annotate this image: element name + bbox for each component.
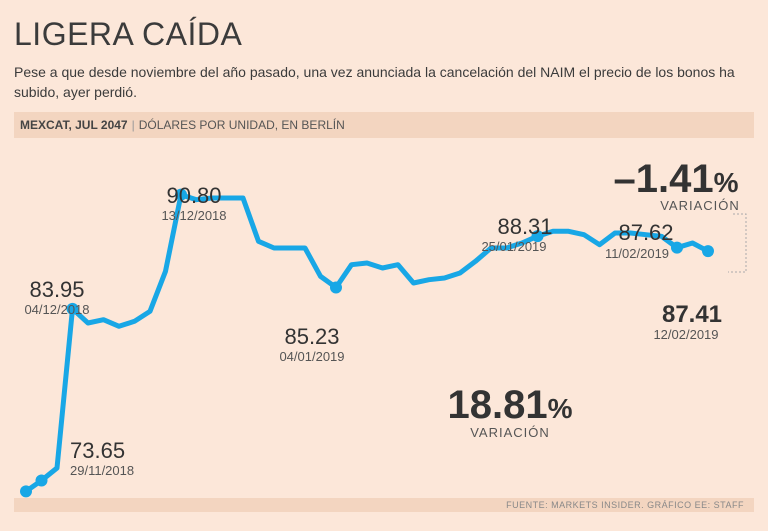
variation-stat-value: –1.41% (613, 157, 738, 201)
data-point-marker (330, 281, 342, 294)
data-label-value: 85.23 (284, 324, 339, 349)
variation-bracket (728, 213, 747, 273)
data-point-marker (702, 245, 714, 258)
start-point (20, 485, 32, 498)
separator: | (131, 118, 135, 132)
chart-title: LIGERA CAÍDA (14, 16, 243, 52)
data-label-date: 13/12/2018 (161, 208, 226, 223)
source-footer: FUENTE: MARKETS INSIDER. GRÁFICO EE: STA… (14, 498, 754, 512)
data-label-value: 73.65 (70, 438, 125, 463)
chart-subtitle: Pese a que desde noviembre del año pasad… (14, 64, 735, 100)
data-point-marker (531, 230, 544, 243)
variation-number: 18.81 (447, 383, 547, 427)
data-label-date: 25/01/2019 (481, 239, 546, 254)
data-label-value: 83.95 (29, 277, 84, 302)
data-label-date: 12/02/2019 (653, 327, 718, 342)
data-point-marker (671, 241, 683, 254)
data-label-value: 90.80 (166, 183, 221, 208)
data-point-marker (35, 474, 48, 487)
variation-number: –1.41 (613, 157, 713, 201)
data-label-date: 04/01/2019 (279, 349, 344, 364)
data-label-date: 04/12/2018 (24, 302, 89, 317)
data-label-date: 29/11/2018 (70, 463, 134, 478)
series-info-bar: MEXCAT, JUL 2047 | DÓLARES POR UNIDAD, EN … (14, 112, 754, 138)
variation-stat-label: VARIACIÓN (470, 425, 550, 440)
series-name: MEXCAT, JUL 2047 (20, 118, 128, 132)
data-label-date: 11/02/2019 (605, 246, 669, 261)
variation-stat-value: 18.81% (447, 383, 572, 427)
variation-stat-label: VARIACIÓN (660, 198, 740, 213)
units-label: DÓLARES POR UNIDAD, EN BERLÍN (138, 118, 345, 132)
data-label-value: 88.31 (497, 214, 552, 239)
price-line (23, 192, 711, 494)
variation-unit: % (548, 393, 573, 424)
data-label-value: 87.62 (618, 220, 673, 245)
data-label-value: 87.41 (662, 301, 722, 328)
data-point-marker (66, 302, 79, 315)
data-point-marker (175, 188, 187, 201)
variation-unit: % (714, 167, 739, 198)
